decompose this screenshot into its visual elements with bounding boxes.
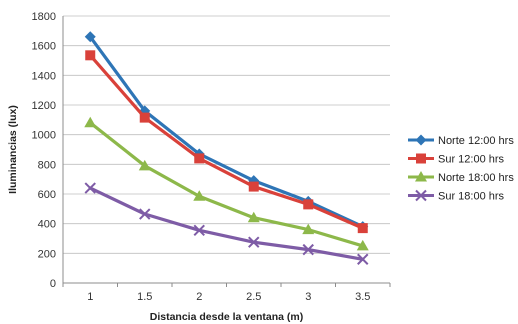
data-point-sur-18-00-hrs <box>193 224 205 237</box>
legend-item-norte-18-00-hrs: Norte 18:00 hrs <box>408 171 514 184</box>
legend-label: Norte 18:00 hrs <box>438 172 514 184</box>
y-axis-title: Iluminancias (lux) <box>7 105 19 194</box>
y-tick-label: 600 <box>38 189 56 201</box>
y-tick-label: 1600 <box>32 41 56 53</box>
data-point-sur-12-00-hrs <box>357 223 368 234</box>
series-line-sur-12-00-hrs <box>88 53 365 230</box>
data-point-sur-18-00-hrs <box>139 208 151 220</box>
legend-marker <box>415 171 427 182</box>
x-marker-stroke <box>248 236 260 248</box>
series-line-sur-18-00-hrs <box>88 186 365 261</box>
data-point-sur-12-00-hrs <box>194 153 205 164</box>
axes: 0 200 400 600 800 1000 1200 1400 1600 1800 1 1.5 2 2.… <box>32 11 391 303</box>
series-line-norte-18-00-hrs <box>88 121 365 248</box>
y-tick-label: 800 <box>38 159 56 171</box>
x-tick-label: 3.5 <box>355 291 370 303</box>
data-point-sur-12-00-hrs <box>139 112 150 123</box>
series-lines <box>84 31 369 265</box>
x-tick-label: 2.5 <box>246 291 261 303</box>
x-marker-stroke <box>415 189 427 202</box>
x-marker-stroke <box>84 182 96 194</box>
legend-marker <box>415 189 427 202</box>
x-axis-title: Distancia desde la ventana (m) <box>150 311 303 323</box>
data-point-norte-18-00-hrs <box>302 223 315 235</box>
data-point-sur-12-00-hrs <box>248 181 259 192</box>
data-point-norte-12-00-hrs <box>84 31 96 43</box>
x-marker-stroke <box>357 253 369 265</box>
legend-marker <box>415 134 427 146</box>
data-point-norte-18-00-hrs <box>193 190 206 201</box>
data-point-norte-18-00-hrs <box>356 239 369 251</box>
x-tick-label: 2 <box>196 291 202 303</box>
y-tick-label: 1400 <box>32 70 56 82</box>
legend-item-sur-12-00-hrs: Sur 12:00 hrs <box>408 153 505 166</box>
data-point-sur-12-00-hrs <box>303 199 314 210</box>
legend: Norte 12:00 hrs Sur 12:00 hrs Norte 18:00 … <box>408 134 514 203</box>
x-tick-label: 1.5 <box>137 291 152 303</box>
x-marker-stroke <box>193 224 205 237</box>
y-tick-label: 1200 <box>32 100 56 112</box>
data-point-norte-18-00-hrs <box>247 211 260 223</box>
legend-label: Sur 12:00 hrs <box>438 154 505 166</box>
y-tick-label: 1800 <box>32 11 56 23</box>
data-point-sur-12-00-hrs <box>85 50 96 61</box>
x-tick-label: 3 <box>305 291 311 303</box>
data-point-sur-18-00-hrs <box>357 253 369 265</box>
data-point-norte-18-00-hrs <box>84 116 97 128</box>
legend-label: Norte 12:00 hrs <box>438 135 514 147</box>
x-marker-stroke <box>302 243 314 256</box>
data-point-sur-18-00-hrs <box>302 243 314 256</box>
legend-item-norte-12-00-hrs: Norte 12:00 hrs <box>408 134 514 147</box>
legend-item-sur-18-00-hrs: Sur 18:00 hrs <box>408 189 505 203</box>
y-tick-label: 1000 <box>32 130 56 142</box>
x-tick-label: 1 <box>87 291 93 303</box>
data-point-sur-18-00-hrs <box>84 182 96 194</box>
data-point-norte-18-00-hrs <box>138 159 151 171</box>
series-line-norte-12-00-hrs <box>88 35 365 229</box>
legend-label: Sur 18:00 hrs <box>438 191 505 203</box>
y-tick-label: 0 <box>50 278 56 290</box>
data-point-sur-18-00-hrs <box>248 236 260 248</box>
y-tick-label: 400 <box>38 219 56 231</box>
legend-marker <box>416 153 426 164</box>
y-tick-label: 200 <box>38 248 56 260</box>
x-marker-stroke <box>139 208 151 220</box>
